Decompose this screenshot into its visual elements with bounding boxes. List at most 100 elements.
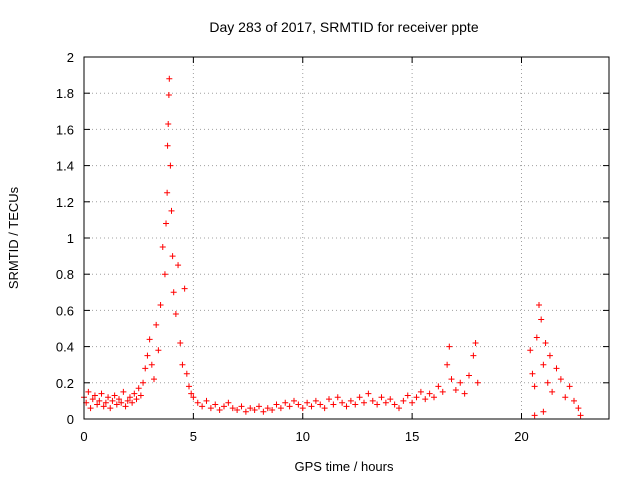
data-point [273,401,280,408]
data-point [159,244,166,251]
plot-frame [83,56,610,420]
data-point [172,311,179,318]
data-point [374,401,381,408]
data-point [291,397,297,404]
data-point [155,347,162,354]
data-point [446,343,453,350]
data-point [312,397,319,404]
data-point [247,405,254,412]
y-tick-label: 1 [67,231,74,246]
data-point [142,365,149,372]
data-point [111,392,118,399]
data-point [212,401,219,408]
data-point [575,405,582,412]
data-point [422,396,429,403]
data-point [251,406,258,413]
data-point [225,399,232,406]
data-point [234,406,241,413]
data-point [317,401,324,408]
data-point [163,220,170,227]
data-point [409,399,416,406]
data-point [413,394,420,401]
data-point [308,403,315,410]
data-point [164,142,171,149]
data-point [144,352,151,359]
data-point [426,390,433,397]
data-point [382,399,389,406]
data-point [369,397,376,404]
data-point [365,390,372,397]
data-point [199,403,206,410]
data-point [400,397,407,404]
data-point [527,347,534,354]
y-tick-label: 0 [67,412,74,427]
data-point [194,399,201,406]
data-point [330,401,337,408]
data-point [164,189,171,196]
data-point [444,361,451,368]
data-point [165,120,172,127]
data-point [474,379,481,386]
data-point [540,361,547,368]
x-tick-label: 5 [190,429,197,444]
data-point [435,383,442,390]
y-tick-label: 1.4 [56,159,74,174]
y-tick-label: 0.2 [56,376,74,391]
data-point [538,316,545,323]
data-point [167,162,174,169]
data-point [546,352,553,359]
data-point [531,383,538,390]
data-point [396,405,402,412]
data-point [100,403,107,410]
x-tick-label: 15 [405,429,419,444]
data-point [87,405,94,412]
data-point [109,397,116,404]
data-point [131,390,138,397]
data-point [124,397,131,404]
data-point [242,408,249,415]
data-point [107,405,114,412]
data-point [129,399,136,406]
x-tick-label: 20 [514,429,528,444]
data-point [256,403,262,410]
data-point [137,392,144,399]
data-point [439,388,446,395]
data-point [334,394,341,401]
data-point [356,394,363,401]
data-point [229,405,236,412]
data-point [89,396,96,403]
data-point [339,399,346,406]
axis-ticks: 00.20.40.60.811.21.41.61.820 5 10 15 20 [56,50,609,444]
data-point [166,75,173,82]
y-tick-label: 1.6 [56,122,74,137]
data-point [148,361,155,368]
data-point [466,372,472,379]
data-point [269,406,276,413]
data-point [216,406,223,413]
data-point [448,376,455,383]
data-point [457,379,464,386]
data-point [238,403,245,410]
data-point [165,92,172,99]
data-point [153,321,160,328]
data-points [81,75,584,419]
data-point [264,405,271,412]
data-point [404,392,411,399]
data-point [562,394,569,401]
data-point [122,403,129,410]
data-point [94,401,101,408]
data-point [151,376,157,383]
data-point [544,379,551,386]
data-point [221,403,227,410]
data-point [170,289,177,296]
data-point [91,392,98,399]
data-point [529,370,536,377]
data-point [118,399,125,406]
data-point [85,388,92,395]
data-point [352,401,359,408]
data-point [105,394,112,401]
y-tick-label: 1.2 [56,195,74,210]
data-point [470,352,477,359]
x-tick-label: 0 [80,429,87,444]
data-point [566,383,573,390]
